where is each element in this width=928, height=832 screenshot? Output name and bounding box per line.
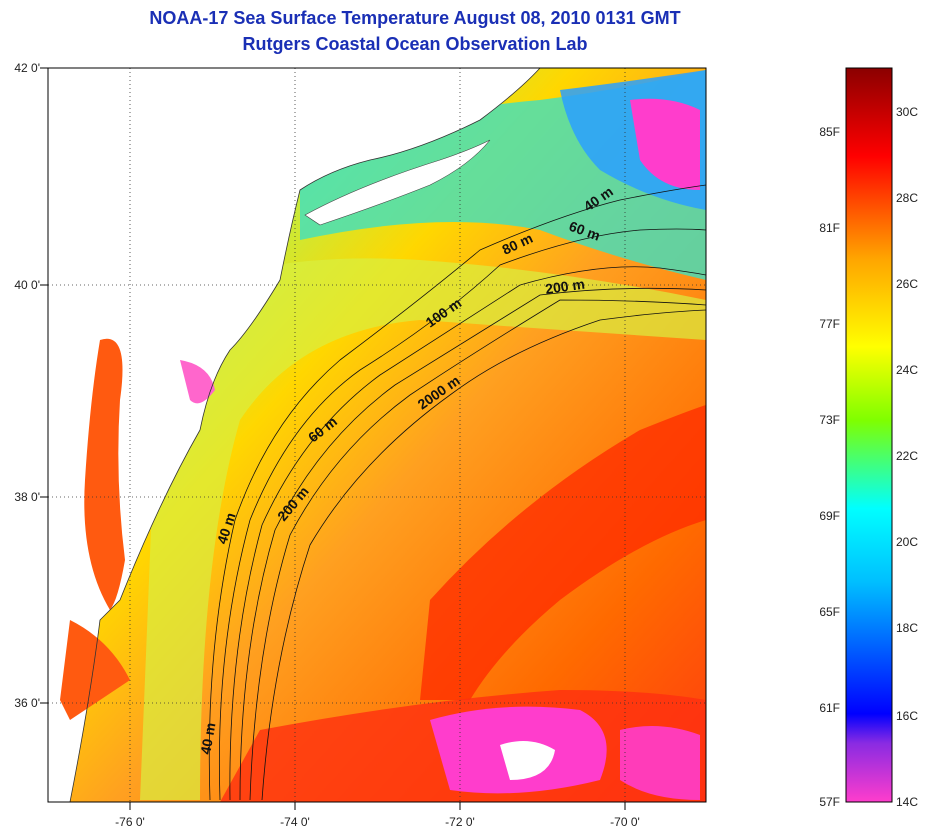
frame-ticks [40,67,626,810]
lat-tick-36: 36 0' [14,696,40,710]
chesapeake-bay [84,338,125,610]
land-mass [48,68,540,802]
depth-label-40m-south: 40 m [197,721,218,755]
contour-60m [218,228,706,801]
gulf-stream [420,405,706,700]
colorbar-label-57f: 57F [819,795,840,809]
contour-100m [239,287,706,801]
contour-80m [229,266,706,801]
colorbar-label-16c: 16C [896,709,918,723]
colorbar-label-24c: 24C [896,363,918,377]
delaware-bay [180,360,215,404]
temperature-colorbar [845,67,893,803]
colorbar-label-22c: 22C [896,449,918,463]
depth-label-200m-north: 200 m [544,276,586,297]
depth-contours [208,184,706,801]
colorbar-label-18c: 18C [896,621,918,635]
pamlico-sound [60,620,130,720]
colorbar-label-61f: 61F [819,701,840,715]
colorbar-label-77f: 77F [819,317,840,331]
map-area: 40 m 60 m 80 m 200 m 100 m 2000 m 60 m 2… [48,68,706,802]
contour-200m [249,299,706,801]
colorbar-label-20c: 20C [896,535,918,549]
map-subtitle: Rutgers Coastal Ocean Observation Lab [242,34,588,54]
lon-tick-74: -74 0' [280,815,310,829]
graticule [48,68,706,802]
colorbar-label-30c: 30C [896,105,918,119]
lat-tick-40: 40 0' [14,278,40,292]
colorbar-label-85f: 85F [819,125,840,139]
colorbar-label-73f: 73F [819,413,840,427]
colorbar-label-28c: 28C [896,191,918,205]
contour-2000m [261,309,706,801]
map-title: NOAA-17 Sea Surface Temperature August 0… [149,8,681,28]
colorbar-label-69f: 69F [819,509,840,523]
lon-tick-72: -72 0' [445,815,475,829]
colorbar-label-14c: 14C [896,795,918,809]
lon-tick-76: -76 0' [115,815,145,829]
lat-tick-38: 38 0' [14,490,40,504]
colorbar-label-65f: 65F [819,605,840,619]
colorbar-label-81f: 81F [819,221,840,235]
map-frame [47,67,707,803]
lat-tick-42: 42 0' [14,61,40,75]
cold-pink-patch [630,98,700,190]
cloud-patch-se [620,726,700,800]
colorbar-label-26c: 26C [896,277,918,291]
contour-40m [208,184,706,801]
lon-tick-70: -70 0' [610,815,640,829]
long-island [304,139,491,226]
coastline [69,68,541,802]
cloud-white-patch [500,741,555,780]
